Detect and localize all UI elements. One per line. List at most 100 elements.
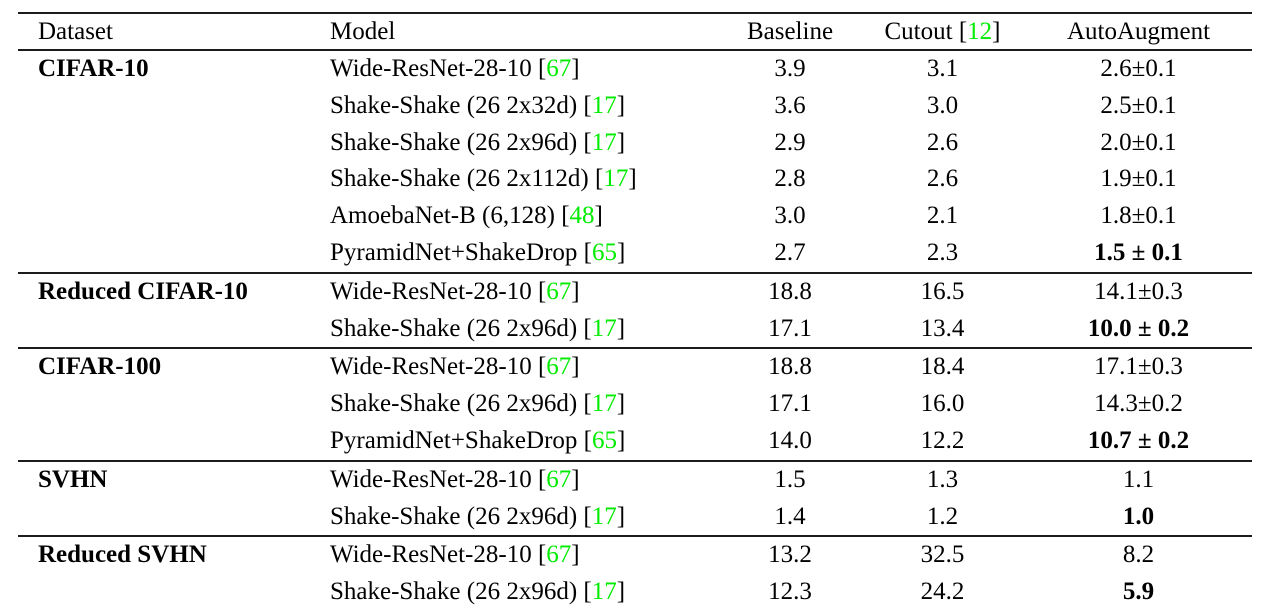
dataset-cell-empty (18, 423, 330, 461)
model-cell: Shake-Shake (26 2x96d) [17] (330, 390, 626, 418)
dataset-cell: Reduced CIFAR-10 (18, 271, 330, 311)
baseline-cell: 3.0 (774, 202, 806, 230)
column-header-autoaugment: AutoAugment (1025, 13, 1252, 51)
table-row: Shake-Shake (26 2x112d) [17] 2.8 2.6 1.9±0.… (18, 161, 1252, 198)
cutout-cell: 16.5 (860, 271, 1025, 311)
autoaugment-cell: 10.7 ± 0.2 (1087, 426, 1190, 454)
table-row: Shake-Shake (26 2x96d) [17] 2.9 2.6 2.0±0.1 (18, 125, 1252, 162)
cutout-cell: 13.4 (920, 314, 965, 342)
autoaugment-cell: 2.5±0.1 (1100, 91, 1177, 119)
table-row: Shake-Shake (26 2x32d) [17] 3.6 3.0 2.5±0.1 (18, 88, 1252, 125)
citation-link[interactable]: 17 (591, 578, 617, 606)
cutout-cell: 24.2 (920, 578, 965, 606)
dataset-cell: SVHN (18, 459, 330, 499)
table-row: CIFAR-100 Wide-ResNet-28-10 [67] 18.8 18.4 1… (18, 347, 1252, 387)
model-cell: AmoebaNet-B (6,128) [48] (330, 202, 603, 230)
autoaugment-cell: 2.6±0.1 (1100, 55, 1177, 82)
citation-link[interactable]: 17 (591, 91, 617, 119)
dataset-cell-empty (18, 574, 330, 610)
table-header: Dataset Model Baseline Cutout [12] AutoA… (18, 13, 1252, 51)
cutout-cell: 18.4 (860, 347, 1025, 387)
cutout-cell: 1.2 (926, 502, 959, 530)
table-row: CIFAR-10 Wide-ResNet-28-10 [67] 3.9 3.1 2.6±… (18, 50, 1252, 88)
autoaugment-cell: 1.5 ± 0.1 (1094, 238, 1183, 266)
autoaugment-cell: 1.0 (1122, 502, 1155, 530)
table-row: SVHN Wide-ResNet-28-10 [67] 1.5 1.3 1.1 (18, 459, 1252, 499)
autoaugment-cell: 2.0±0.1 (1100, 128, 1177, 156)
results-table: Dataset Model Baseline Cutout [12] AutoA… (18, 12, 1252, 610)
dataset-cell: Reduced SVHN (18, 535, 330, 575)
baseline-cell: 1.4 (774, 502, 806, 530)
citation-link[interactable]: 67 (546, 465, 572, 493)
model-cell: Shake-Shake (26 2x96d) [17] (330, 502, 626, 530)
citation-close-bracket: ] (992, 18, 1001, 45)
autoaugment-cell: 5.9 (1122, 578, 1155, 606)
model-cell: Shake-Shake (26 2x96d) [17] (330, 578, 626, 606)
autoaugment-cell: 1.8±0.1 (1100, 202, 1177, 230)
model-cell: Wide-ResNet-28-10 [67] (330, 55, 580, 82)
baseline-cell: 13.2 (720, 535, 860, 575)
citation-link[interactable]: 65 (591, 426, 617, 454)
baseline-cell: 12.3 (768, 578, 812, 606)
cutout-cell: 2.3 (926, 238, 959, 266)
autoaugment-cell: 14.1±0.3 (1025, 271, 1252, 311)
header-row: Dataset Model Baseline Cutout [12] AutoA… (18, 13, 1252, 51)
citation-link[interactable]: 65 (591, 238, 617, 266)
citation-link[interactable]: 67 (546, 353, 572, 381)
autoaugment-cell: 1.1 (1025, 459, 1252, 499)
column-header-baseline: Baseline (720, 13, 860, 51)
model-cell: Wide-ResNet-28-10 [67] (330, 459, 720, 499)
column-header-model: Model (330, 13, 720, 51)
model-cell: Wide-ResNet-28-10 [67] (330, 535, 720, 575)
table-row: Reduced SVHN Wide-ResNet-28-10 [67] 13.2 32… (18, 535, 1252, 575)
table-row: Reduced CIFAR-10 Wide-ResNet-28-10 [67] 18… (18, 271, 1252, 311)
citation-link[interactable]: 17 (591, 502, 617, 530)
autoaugment-cell: 10.0 ± 0.2 (1087, 314, 1190, 342)
baseline-cell: 2.8 (774, 165, 806, 193)
dataset-cell-empty (18, 125, 330, 162)
dataset-cell-empty (18, 311, 330, 349)
model-cell: Wide-ResNet-28-10 [67] (330, 347, 720, 387)
citation-link[interactable]: 17 (591, 314, 617, 342)
dataset-cell-empty (18, 88, 330, 125)
cutout-cell: 3.0 (926, 91, 959, 119)
dataset-cell: CIFAR-10 (38, 55, 149, 82)
table-row: Shake-Shake (26 2x96d) [17] 1.4 1.2 1.0 (18, 499, 1252, 537)
dataset-cell-empty (18, 198, 330, 235)
baseline-cell: 3.9 (774, 55, 806, 82)
cutout-cell: 12.2 (920, 426, 965, 454)
citation-link[interactable]: 48 (569, 202, 595, 230)
citation-link[interactable]: 17 (591, 390, 617, 418)
citation-link[interactable]: 17 (591, 128, 617, 156)
model-cell: PyramidNet+ShakeDrop [65] (330, 238, 626, 266)
autoaugment-cell: 17.1±0.3 (1025, 347, 1252, 387)
model-cell: PyramidNet+ShakeDrop [65] (330, 426, 626, 454)
cutout-cell: 32.5 (860, 535, 1025, 575)
table-row: PyramidNet+ShakeDrop [65] 2.7 2.3 1.5 ± 0.1 (18, 235, 1252, 273)
model-cell: Shake-Shake (26 2x32d) [17] (330, 91, 626, 119)
table-row: AmoebaNet-B (6,128) [48] 3.0 2.1 1.8±0.1 (18, 198, 1252, 235)
cutout-cell: 1.3 (860, 459, 1025, 499)
baseline-cell: 3.6 (774, 91, 806, 119)
dataset-cell-empty (18, 161, 330, 198)
cutout-cell: 2.1 (926, 202, 959, 230)
autoaugment-cell: 14.3±0.2 (1094, 390, 1183, 418)
autoaugment-cell: 8.2 (1025, 535, 1252, 575)
baseline-cell: 17.1 (768, 314, 812, 342)
dataset-cell-empty (18, 499, 330, 537)
cutout-cell: 2.6 (926, 165, 959, 193)
baseline-cell: 18.8 (720, 347, 860, 387)
cutout-cell: 2.6 (926, 128, 959, 156)
citation-link[interactable]: 67 (546, 541, 572, 569)
cutout-cell: 3.1 (926, 55, 959, 82)
table-row: Shake-Shake (26 2x96d) [17] 17.1 16.0 14.3±… (18, 386, 1252, 423)
citation-link[interactable]: 67 (546, 55, 572, 82)
table-row: PyramidNet+ShakeDrop [65] 14.0 12.2 10.7 ± … (18, 423, 1252, 461)
table-body: CIFAR-10 Wide-ResNet-28-10 [67] 3.9 3.1 2.6±… (18, 50, 1252, 610)
dataset-cell: CIFAR-100 (18, 347, 330, 387)
citation-link[interactable]: 67 (546, 277, 572, 305)
baseline-cell: 1.5 (720, 459, 860, 499)
citation-link[interactable]: 17 (603, 165, 629, 193)
citation-link[interactable]: 12 (967, 18, 993, 45)
